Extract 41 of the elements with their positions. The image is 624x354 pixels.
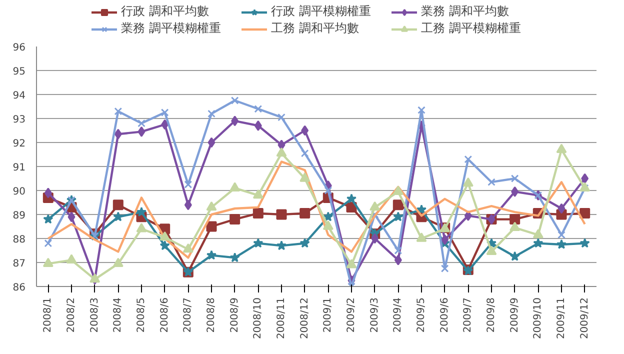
y-tick-label: 88 [12, 234, 26, 246]
y-tick-label: 89 [12, 210, 26, 222]
x-tick-label: 2009/5 [416, 297, 427, 333]
y-tick-label: 93 [12, 114, 26, 126]
x-tick-label: 2008/12 [299, 297, 310, 340]
x-tick-label: 2009/3 [369, 297, 380, 333]
y-tick-label: 95 [12, 66, 26, 78]
y-tick-label: 90 [12, 186, 26, 198]
x-tick-label: 2008/1 [42, 297, 54, 333]
legend-label: 工務 調和平均數 [271, 20, 360, 37]
legend-label: 業務 調平模糊權重 [121, 20, 222, 37]
x-tick-label: 2008/3 [89, 297, 100, 333]
y-tick-label: 94 [12, 90, 26, 102]
x-tick-label: 2008/4 [112, 297, 124, 333]
y-tick-label: 86 [12, 282, 26, 294]
x-tick-label: 2008/7 [182, 297, 194, 333]
x-tick-label: 2008/11 [276, 297, 287, 340]
y-tick-label: 92 [12, 138, 26, 150]
x-tick-label: 2009/10 [532, 297, 544, 340]
y-tick-label: 96 [12, 42, 26, 54]
x-tick-label: 2009/6 [439, 297, 450, 333]
x-tick-label: 2008/2 [66, 297, 77, 333]
x-tick-label: 2008/5 [136, 297, 147, 333]
x-tick-label: 2008/8 [206, 297, 217, 333]
x-tick-label: 2008/9 [229, 297, 240, 333]
x-tick-label: 2009/2 [346, 297, 357, 333]
legend-label: 工務 調平模糊權重 [421, 20, 522, 37]
x-tick-label: 2009/7 [462, 297, 474, 333]
x-tick-label: 2009/4 [392, 297, 404, 333]
y-tick-label: 91 [12, 162, 26, 174]
legend-label: 業務 調和平均數 [421, 3, 510, 20]
legend-label: 行政 調和平均數 [121, 3, 210, 20]
x-tick-label: 2009/8 [486, 297, 497, 333]
x-tick-label: 2009/11 [556, 297, 567, 340]
x-tick-label: 2009/9 [509, 297, 520, 333]
x-tick-label: 2009/12 [579, 297, 590, 340]
x-tick-label: 2008/6 [159, 297, 170, 333]
y-tick-label: 87 [12, 258, 26, 270]
x-tick-label: 2008/10 [252, 297, 264, 340]
x-tick-label: 2009/1 [322, 297, 334, 333]
legend-label: 行政 調平模糊權重 [271, 3, 372, 20]
